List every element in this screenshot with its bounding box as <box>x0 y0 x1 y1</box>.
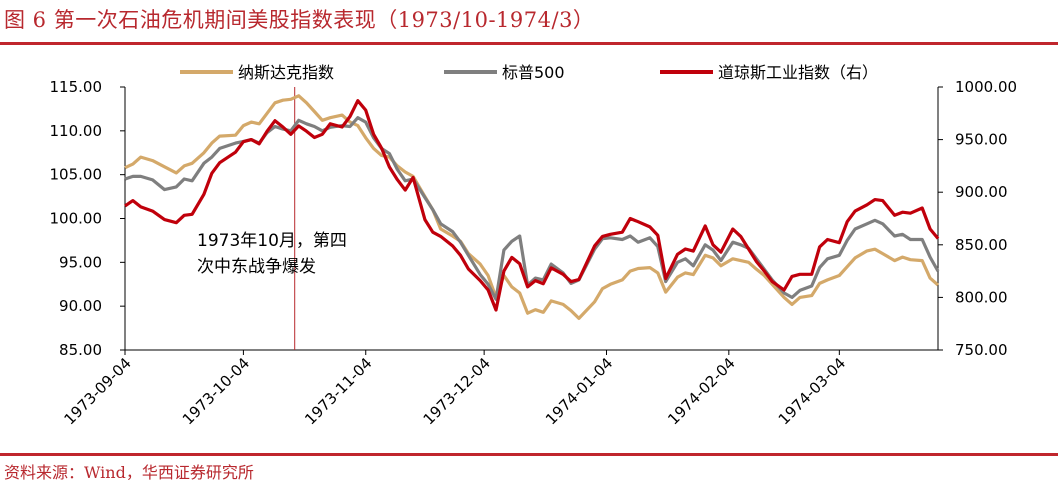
x-tick-label: 1974-01-04 <box>542 354 616 428</box>
y-right-tick-label: 950.00 <box>955 131 1008 149</box>
bottom-rule <box>0 453 1058 456</box>
axes: 115.00110.00105.00100.0095.0090.0085.001… <box>50 78 1018 428</box>
top-rule <box>0 42 1058 45</box>
x-tick-label: 1973-10-04 <box>179 354 253 428</box>
y-left-tick-label: 105.00 <box>50 166 103 184</box>
legend-label: 道琼斯工业指数（右） <box>718 63 878 82</box>
y-left-tick-label: 85.00 <box>59 341 102 359</box>
x-tick-label: 1973-11-04 <box>301 354 375 428</box>
series-line-1 <box>124 94 940 320</box>
event-annotation-text: 次中东战争爆发 <box>197 257 316 277</box>
legend-label: 纳斯达克指数 <box>238 63 334 82</box>
y-left-tick-label: 110.00 <box>50 122 103 140</box>
figure-title: 图 6 第一次石油危机期间美股指数表现（1973/10-1974/3） <box>4 8 595 32</box>
source-note: 资料来源：Wind，华西证券研究所 <box>4 463 254 482</box>
y-right-tick-label: 800.00 <box>955 288 1008 306</box>
y-left-tick-label: 115.00 <box>50 78 103 96</box>
y-left-tick-label: 90.00 <box>59 297 102 315</box>
series-group <box>124 94 940 320</box>
series-line-3 <box>124 99 940 312</box>
x-tick-label: 1974-02-04 <box>664 354 738 428</box>
y-right-tick-label: 750.00 <box>955 341 1008 359</box>
y-right-tick-label: 900.00 <box>955 183 1008 201</box>
event-annotation-text: 1973年10月，第四 <box>197 231 347 251</box>
legend: 纳斯达克指数 标普500 道琼斯工业指数（右） <box>180 63 878 82</box>
y-right-tick-label: 850.00 <box>955 236 1008 254</box>
legend-label: 标普500 <box>502 63 565 82</box>
y-left-tick-label: 95.00 <box>59 253 102 271</box>
x-tick-label: 1973-09-04 <box>60 354 134 428</box>
y-left-tick-label: 100.00 <box>50 210 103 228</box>
x-tick-label: 1973-12-04 <box>420 354 494 428</box>
y-right-tick-label: 1000.00 <box>955 78 1017 96</box>
x-tick-label: 1974-03-04 <box>775 354 849 428</box>
